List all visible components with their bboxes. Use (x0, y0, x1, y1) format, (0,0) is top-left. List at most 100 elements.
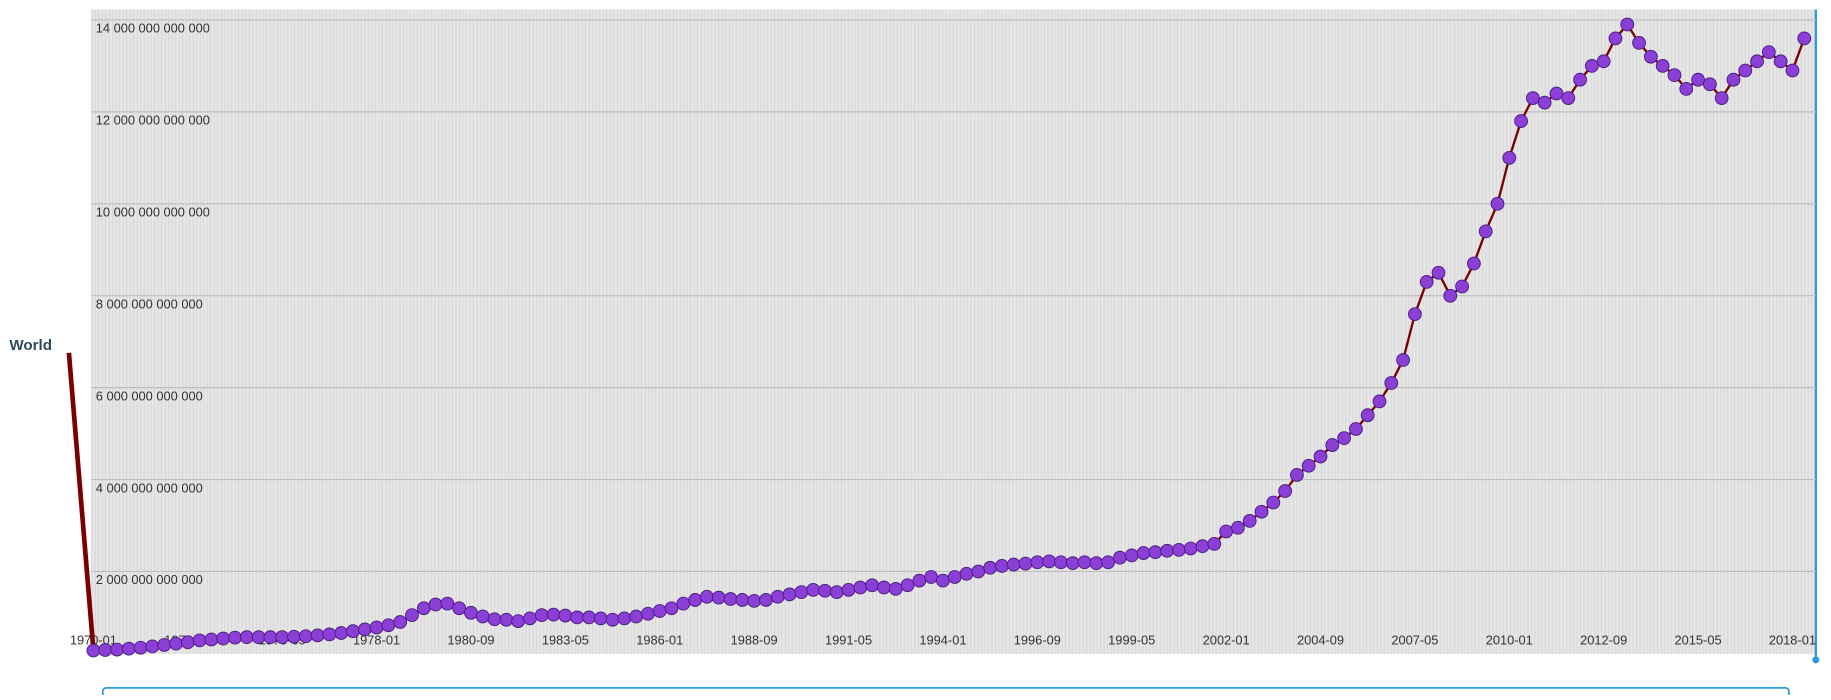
data-point (959, 566, 974, 581)
y-tick-label: 6 000 000 000 000 (96, 388, 203, 403)
data-point (995, 559, 1009, 573)
data-point (1537, 95, 1552, 110)
data-point (629, 609, 644, 624)
data-point (983, 560, 998, 575)
data-point (1195, 539, 1210, 554)
data-point (86, 643, 101, 658)
data-point (322, 627, 337, 642)
data-point (794, 585, 809, 600)
data-point (464, 605, 478, 620)
data-point (499, 612, 514, 627)
data-point (676, 596, 691, 611)
data-point (1360, 408, 1375, 423)
data-point (888, 582, 903, 596)
data-point (263, 630, 278, 645)
x-tick-label: 1978-01 (353, 633, 400, 648)
data-point (1467, 256, 1481, 271)
data-point (711, 590, 726, 605)
data-point (204, 632, 219, 647)
data-point (1290, 468, 1304, 482)
data-point (759, 593, 773, 607)
data-point (1136, 546, 1151, 560)
data-point (511, 614, 526, 628)
data-point (1726, 72, 1741, 87)
data-point (346, 624, 360, 639)
data-point (829, 585, 844, 600)
data-point (617, 611, 632, 626)
data-point (1738, 63, 1753, 78)
range-handle-knob[interactable] (1812, 656, 1820, 664)
data-point (1608, 31, 1623, 46)
data-point (1030, 555, 1045, 570)
data-point (546, 607, 561, 622)
data-point (570, 610, 585, 625)
data-point (1219, 524, 1234, 539)
data-point (133, 640, 148, 655)
data-point (440, 596, 455, 611)
data-point (582, 610, 596, 625)
scrollbar[interactable] (101, 687, 1790, 699)
data-point (865, 578, 880, 593)
x-tick-label: 2002-01 (1203, 633, 1250, 648)
data-point (98, 643, 113, 657)
x-tick-label: 1991-05 (825, 633, 872, 648)
data-point (1549, 86, 1564, 101)
data-point (770, 589, 785, 604)
data-point (1408, 307, 1422, 321)
data-point (298, 629, 313, 644)
data-point (1254, 504, 1269, 519)
data-point (1148, 545, 1163, 560)
data-point (534, 608, 549, 623)
data-point (287, 629, 301, 644)
data-point (1632, 36, 1646, 50)
x-tick-label: 2015-05 (1675, 633, 1722, 648)
data-point (1797, 31, 1812, 46)
data-point (853, 580, 868, 595)
data-point (818, 583, 832, 598)
data-point (605, 612, 620, 627)
data-point (1183, 541, 1198, 556)
data-point (416, 601, 431, 616)
data-point (1384, 376, 1399, 390)
data-point (1596, 54, 1611, 69)
data-point (1065, 556, 1080, 571)
data-point (1042, 554, 1057, 569)
data-point (877, 580, 891, 595)
data-point (912, 573, 927, 588)
x-tick-label: 2012-09 (1580, 633, 1627, 648)
data-point (1679, 81, 1694, 96)
data-point (228, 630, 242, 645)
data-point (452, 601, 467, 616)
data-point (381, 618, 396, 633)
data-point (1750, 54, 1764, 69)
data-point (1419, 275, 1434, 289)
x-tick-label: 1999-05 (1108, 633, 1155, 648)
data-point (475, 609, 490, 624)
data-point (747, 593, 762, 608)
data-point (723, 592, 738, 606)
data-point (1584, 59, 1599, 73)
x-tick-label: 1994-01 (919, 633, 966, 648)
x-tick-label: 2004-09 (1297, 633, 1344, 648)
x-tick-label: 2010-01 (1486, 633, 1533, 648)
data-point (1785, 63, 1800, 78)
data-point (1443, 288, 1458, 303)
data-point (641, 606, 655, 621)
x-tick-label: 1980-09 (447, 633, 494, 648)
data-point (1278, 484, 1293, 498)
data-point (169, 636, 183, 651)
data-point (275, 630, 290, 645)
data-point (900, 578, 915, 593)
data-point (1514, 114, 1528, 128)
data-point (1396, 353, 1410, 367)
data-point (664, 601, 679, 616)
data-point (558, 608, 573, 623)
data-point (1573, 72, 1587, 87)
data-point (1490, 196, 1505, 211)
y-tick-label: 12 000 000 000 000 (96, 113, 210, 128)
data-point (1313, 449, 1328, 464)
data-point (971, 564, 986, 579)
data-point (487, 612, 502, 627)
data-point (735, 593, 750, 607)
